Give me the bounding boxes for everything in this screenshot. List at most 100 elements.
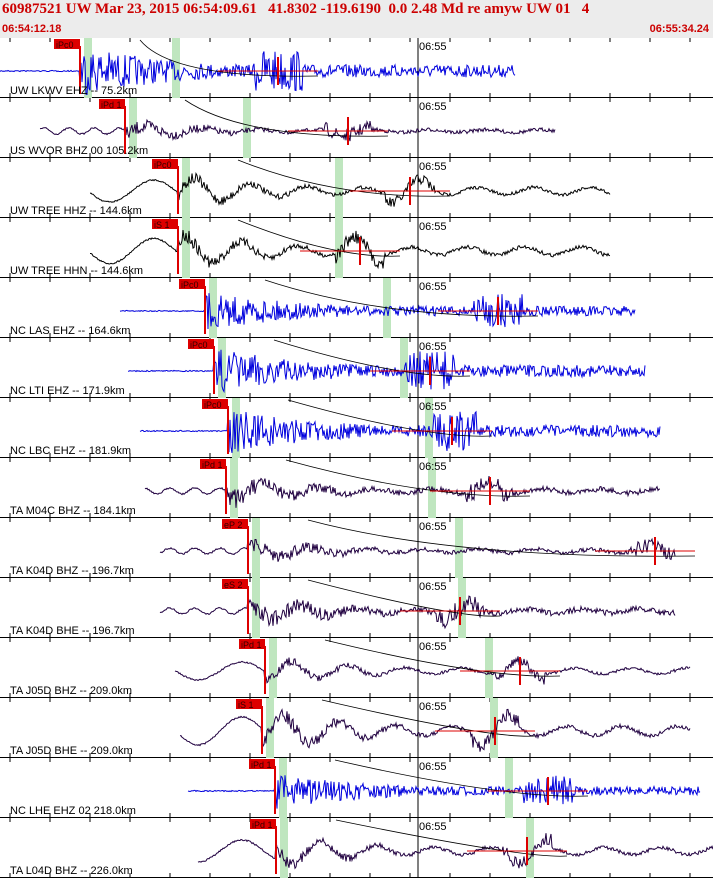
minute-label: 06:55 (419, 161, 447, 173)
pick-label: iPc0 (154, 160, 172, 170)
trace-row[interactable]: 06:55 iPd 1 NC LHE EHZ 02 218.0km (0, 758, 713, 818)
pick-flag[interactable] (200, 459, 226, 469)
p-window (230, 458, 238, 518)
waveform (174, 656, 691, 685)
pick-flag[interactable] (152, 159, 178, 169)
pick-label: iPd 1 (241, 640, 262, 650)
p-window (218, 338, 226, 398)
minute-label: 06:55 (419, 101, 447, 113)
s-window (505, 758, 513, 818)
travel-time-curve (237, 159, 451, 197)
minute-label: 06:55 (419, 401, 447, 413)
header-bar: 60987521 UW Mar 23, 2015 06:54:09.61 41.… (0, 0, 713, 38)
pick-label: eP 2 (224, 520, 242, 530)
minute-label: 06:55 (419, 521, 447, 533)
pick-label: iPc0 (56, 40, 74, 50)
trace-row[interactable]: 06:55 iPc0 UW LKWV EHZ -- 75.2km (0, 38, 713, 98)
waveform (0, 50, 516, 96)
trace-row[interactable]: 06:55 iPc0 UW TREE HHZ -- 144.6km (0, 158, 713, 218)
pick-label: iPd 1 (251, 760, 272, 770)
travel-time-curve (184, 99, 389, 137)
s-window (172, 38, 180, 98)
trace-row[interactable]: 06:55 eP 2 TA K04D BHZ -- 196.7km (0, 518, 713, 578)
s-window (485, 638, 493, 698)
s-window (400, 338, 408, 398)
travel-time-curve (335, 819, 568, 857)
station-label: TA J05D BHE -- 209.0km (10, 745, 133, 757)
pick-label: eS 2 (224, 580, 243, 590)
minute-label: 06:55 (419, 701, 447, 713)
pick-flag[interactable] (99, 99, 125, 109)
pick-label: iPd 1 (252, 820, 273, 830)
seismogram-panel[interactable]: 06:55 iPc0 UW LKWV EHZ -- 75.2km 06:55 iPd 1… (0, 38, 713, 878)
station-label: UW TREE HHZ -- 144.6km (10, 205, 142, 217)
trace-row[interactable]: 06:55 iS 1 UW TREE HHN -- 144.6km (0, 218, 713, 278)
p-window (252, 578, 260, 638)
pick-flag[interactable] (222, 579, 248, 589)
trace-row[interactable]: 06:55 iS 1 TA J05D BHE -- 209.0km (0, 698, 713, 758)
travel-time-curve (324, 639, 561, 677)
minute-label: 06:55 (419, 281, 447, 293)
pick-label: iS 1 (238, 700, 254, 710)
travel-time-curve (139, 39, 319, 77)
s-window (335, 218, 343, 278)
station-label: TA K04D BHE -- 196.7km (10, 625, 135, 637)
minute-label: 06:55 (419, 581, 447, 593)
pick-flag[interactable] (188, 339, 214, 349)
waveform (197, 833, 713, 870)
pick-flag[interactable] (250, 819, 276, 829)
station-label: TA J05D BHZ -- 209.0km (10, 685, 132, 697)
trace-row[interactable]: 06:55 eS 2 TA K04D BHE -- 196.7km (0, 578, 713, 638)
p-window (209, 278, 217, 338)
trace-row[interactable]: 06:55 iPd 1 TA J05D BHZ -- 209.0km (0, 638, 713, 698)
minute-label: 06:55 (419, 461, 447, 473)
waveform (159, 595, 676, 630)
pick-label: iPd 1 (101, 100, 122, 110)
p-window (84, 38, 92, 98)
travel-time-curve (287, 399, 493, 437)
trace-row[interactable]: 06:55 iPd 1 US WVOR BHZ 00 105.2km (0, 98, 713, 158)
pick-label: iPc0 (204, 400, 222, 410)
s-window (335, 158, 343, 218)
waveform (179, 708, 691, 752)
s-window (526, 818, 534, 878)
pick-flag[interactable] (239, 639, 265, 649)
trace-row[interactable]: 06:55 iPc0 NC LAS EHZ -- 164.6km (0, 278, 713, 338)
pick-flag[interactable] (179, 279, 205, 289)
station-label: TA K04D BHZ -- 196.7km (10, 565, 134, 577)
pick-flag[interactable] (54, 39, 80, 49)
p-window (252, 518, 260, 578)
event-title: 60987521 UW Mar 23, 2015 06:54:09.61 41.… (2, 1, 590, 17)
waveform (144, 476, 660, 508)
trace-row[interactable]: 06:55 iPd 1 TA M04C BHZ -- 184.1km (0, 458, 713, 518)
pick-flag[interactable] (222, 519, 248, 529)
minute-label: 06:55 (419, 641, 447, 653)
pick-flag[interactable] (249, 759, 275, 769)
s-window (458, 578, 466, 638)
travel-time-curve (273, 339, 471, 377)
start-time: 06:54:12.18 (2, 23, 62, 35)
waveform (90, 230, 611, 270)
p-window (266, 698, 274, 758)
travel-time-curve (264, 279, 539, 317)
pick-flag[interactable] (236, 699, 262, 709)
minute-label: 06:55 (419, 41, 447, 53)
station-label: UW TREE HHN -- 144.6km (10, 265, 143, 277)
pick-label: iS 1 (154, 220, 170, 230)
trace-row[interactable]: 06:55 iPd 1 TA L04D BHZ -- 226.0km (0, 818, 713, 878)
travel-time-curve (334, 759, 589, 797)
p-window (182, 218, 190, 278)
pick-label: iPc0 (181, 280, 199, 290)
travel-time-curve (237, 219, 401, 257)
trace-row[interactable]: 06:55 iPc0 NC LBC EHZ -- 181.9km (0, 398, 713, 458)
station-label: TA L04D BHZ -- 226.0km (10, 865, 133, 877)
pick-label: iPc0 (190, 340, 208, 350)
station-label: US WVOR BHZ 00 105.2km (10, 145, 148, 157)
p-window (269, 638, 277, 698)
pick-flag[interactable] (152, 219, 178, 229)
waveform (139, 410, 661, 453)
p-window (129, 98, 137, 158)
trace-row[interactable]: 06:55 iPc0 NC LTI EHZ -- 171.9km (0, 338, 713, 398)
waveform (119, 293, 636, 330)
pick-flag[interactable] (202, 399, 228, 409)
